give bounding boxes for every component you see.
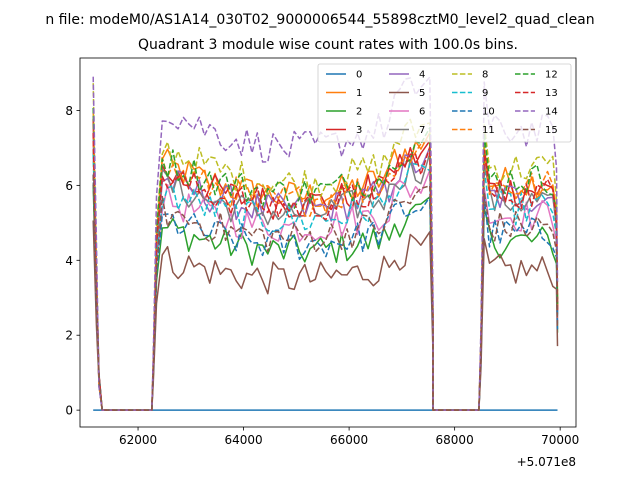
x-tick-label-70000: 70000: [541, 433, 579, 447]
legend-label-9: 9: [482, 88, 488, 99]
series-line-9: [92, 153, 559, 411]
x-offset-label: +5.071e8: [517, 455, 576, 469]
series-line-2: [92, 184, 559, 411]
legend-label-8: 8: [482, 70, 488, 81]
series-line-12: [92, 107, 559, 411]
y-tick-label-0: 0: [65, 404, 73, 418]
legend-label-14: 14: [545, 107, 558, 118]
legend-label-0: 0: [356, 70, 362, 81]
legend-label-7: 7: [419, 125, 425, 136]
legend-label-15: 15: [545, 125, 558, 136]
legend-label-5: 5: [419, 88, 425, 99]
legend-label-4: 4: [419, 70, 425, 81]
legend-label-1: 1: [356, 88, 362, 99]
legend-label-3: 3: [356, 125, 362, 136]
series-line-5: [92, 220, 559, 411]
x-tick-label-62000: 62000: [119, 433, 157, 447]
axes-frame: [79, 57, 577, 428]
legend-label-10: 10: [482, 107, 495, 118]
plot-area: [92, 76, 559, 411]
axes: 62000 64000 66000 68000 70000 0 2 4 6 8: [65, 57, 579, 447]
figure-suptitle: n file: modeM0/AS1A14_030T02_9000006544_…: [45, 12, 594, 28]
series-line-13: [92, 132, 559, 411]
x-tick-label-66000: 66000: [330, 433, 368, 447]
y-tick-label-6: 6: [65, 179, 73, 193]
series-line-10: [92, 174, 559, 411]
legend-label-6: 6: [419, 107, 425, 118]
legend-label-11: 11: [482, 125, 495, 136]
x-tick-label-64000: 64000: [224, 433, 262, 447]
y-tick-label-2: 2: [65, 329, 73, 343]
y-tick-label-8: 8: [65, 104, 73, 118]
legend-label-12: 12: [545, 70, 558, 81]
legend-box: [317, 63, 572, 143]
x-tick-label-68000: 68000: [436, 433, 474, 447]
legend-label-13: 13: [545, 88, 558, 99]
series-line-15: [92, 175, 559, 411]
chart-title: Quadrant 3 module wise count rates with …: [138, 37, 518, 53]
y-tick-label-4: 4: [65, 254, 73, 268]
legend-label-2: 2: [356, 107, 362, 118]
